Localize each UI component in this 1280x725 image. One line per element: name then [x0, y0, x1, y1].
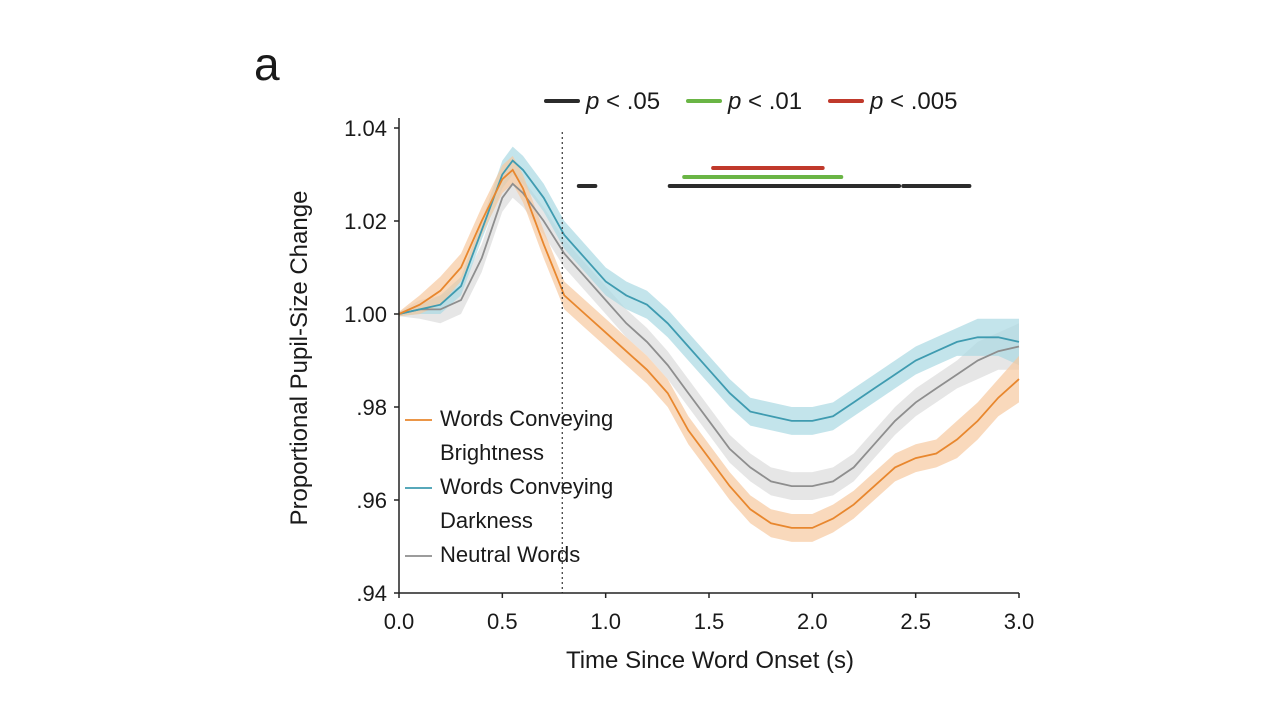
y-tick-label: .98 — [356, 395, 387, 420]
y-tick-label: 1.00 — [344, 302, 387, 327]
x-tick-label: 3.0 — [1004, 609, 1035, 634]
sig-legend-label-sig_01: p < .01 — [727, 88, 802, 115]
x-tick-label: 1.0 — [590, 609, 621, 634]
y-tick-label: .96 — [356, 488, 387, 513]
series-line-brightness — [398, 168, 1020, 529]
series-line-darkness — [398, 159, 1020, 422]
x-tick-label: 1.5 — [694, 609, 725, 634]
error-bands — [399, 146, 1019, 542]
y-tick-label: 1.04 — [344, 116, 387, 141]
y-tick-label: .94 — [356, 581, 387, 606]
legend-label-brightness: Brightness — [440, 440, 544, 465]
legend-label-darkness: Darkness — [440, 508, 533, 533]
significance-legend: p < .05 p < .01 p < .005 — [544, 88, 957, 115]
legend-label-neutral: Neutral Words — [440, 542, 580, 567]
x-axis-title: Time Since Word Onset (s) — [566, 647, 854, 674]
x-tick-label: 0.0 — [384, 609, 415, 634]
error-band-brightness — [399, 155, 1019, 542]
significance-bars — [576, 166, 972, 188]
legend-label-brightness: Words Conveying — [440, 406, 613, 431]
error-band-darkness — [399, 146, 1019, 435]
x-tick-label: 0.5 — [487, 609, 518, 634]
series-legend: Words Conveying Brightness Words Conveying… — [405, 406, 613, 567]
sig-legend-label-sig_05: p < .05 — [585, 88, 660, 115]
x-tick-label: 2.0 — [797, 609, 828, 634]
series-lines — [398, 159, 1020, 529]
series-line-neutral — [398, 182, 1020, 488]
panel-label: a — [254, 38, 280, 90]
y-axis-title: Proportional Pupil-Size Change — [286, 191, 313, 526]
axes: 1.04 1.02 1.00 .98 .96 .94 0.0 0.5 1.0 1.5 2.0 2.5 3… — [344, 116, 1034, 634]
y-tick-label: 1.02 — [344, 209, 387, 234]
error-band-neutral — [399, 169, 1019, 500]
x-tick-label: 2.5 — [900, 609, 931, 634]
legend-label-darkness: Words Conveying — [440, 474, 613, 499]
sig-legend-label-sig_005: p < .005 — [869, 88, 957, 115]
